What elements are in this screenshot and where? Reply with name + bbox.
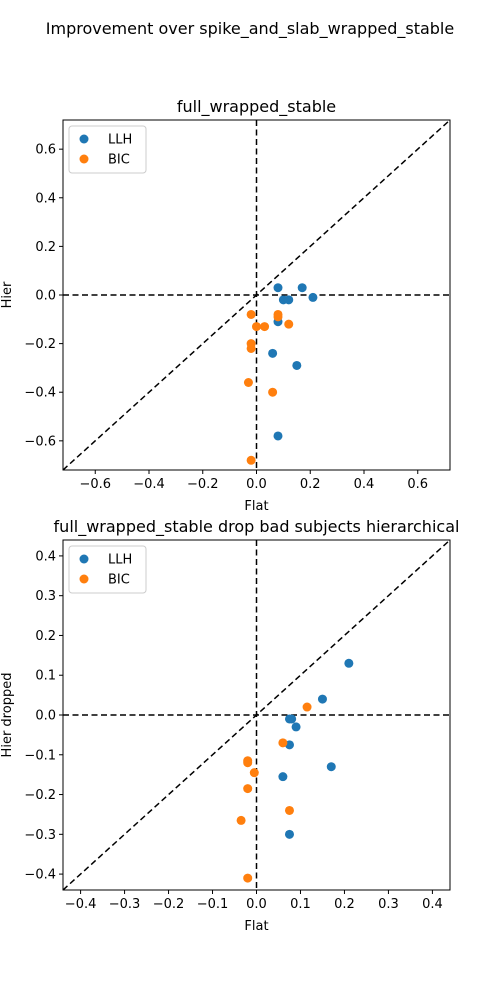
legend-marker-llh — [79, 554, 89, 564]
data-point-llh — [273, 431, 283, 441]
data-point-bic — [236, 815, 246, 825]
data-point-llh — [278, 772, 288, 782]
y-tick-label: 0.4 — [35, 549, 56, 564]
y-axis-label: Hier — [0, 281, 15, 308]
data-point-bic — [284, 805, 294, 815]
legend-marker-bic — [79, 574, 89, 584]
legend-label-bic: BIC — [108, 573, 130, 588]
data-point-llh — [291, 722, 301, 732]
x-tick-label: 0.1 — [290, 897, 311, 912]
data-point-bic — [246, 343, 256, 353]
y-tick-label: −0.4 — [24, 868, 56, 883]
y-tick-label: 0.6 — [35, 143, 56, 158]
scatter-panel-full-wrapped-stable: full_wrapped_stable −0.6 −0.4 −0.2 0.0 0.2 0.4… — [0, 97, 451, 514]
data-point-llh — [308, 292, 318, 302]
y-tick-label: 0.0 — [35, 709, 56, 724]
panel-title: full_wrapped_stable drop bad subjects hi… — [54, 517, 460, 537]
legend-marker-llh — [79, 134, 89, 144]
legend-label-bic: BIC — [108, 153, 130, 168]
data-point-bic — [246, 455, 256, 465]
figure-suptitle: Improvement over spike_and_slab_wrapped_… — [46, 19, 454, 39]
y-tick-label: −0.2 — [24, 337, 56, 352]
data-point-bic — [268, 387, 278, 397]
x-tick-label: 0.4 — [422, 897, 443, 912]
data-point-llh — [344, 658, 354, 668]
data-point-bic — [252, 322, 261, 332]
x-tick-label: −0.2 — [187, 477, 219, 492]
x-tick-label: 0.2 — [300, 477, 321, 492]
y-tick-label: −0.6 — [24, 434, 56, 449]
y-tick-label: −0.2 — [24, 788, 56, 803]
data-point-llh — [317, 694, 327, 704]
data-point-llh — [273, 283, 283, 293]
data-point-bic — [260, 322, 270, 332]
data-point-llh — [284, 295, 294, 305]
x-tick-label: 0.3 — [378, 897, 399, 912]
x-tick-label: 0.2 — [334, 897, 355, 912]
data-point-bic — [243, 873, 253, 883]
data-point-bic — [243, 784, 253, 794]
data-point-bic — [246, 309, 256, 319]
data-point-llh — [284, 829, 294, 839]
legend-label-llh: LLH — [108, 553, 132, 568]
data-point-bic — [243, 758, 253, 768]
x-tick-label: −0.3 — [109, 897, 141, 912]
data-point-bic — [249, 768, 259, 778]
panel-title: full_wrapped_stable — [177, 97, 336, 117]
y-tick-label: 0.3 — [35, 589, 56, 604]
data-point-llh — [292, 360, 302, 370]
x-tick-label: −0.4 — [133, 477, 165, 492]
data-point-bic — [278, 738, 288, 748]
data-point-bic — [243, 378, 253, 387]
data-point-llh — [268, 348, 278, 358]
x-tick-label: −0.6 — [79, 477, 111, 492]
data-point-bic — [273, 309, 283, 319]
y-tick-label: 0.1 — [35, 669, 56, 684]
data-point-llh — [326, 762, 336, 772]
y-tick-label: 0.0 — [35, 289, 56, 304]
data-point-llh — [297, 283, 307, 293]
x-tick-label: −0.4 — [65, 897, 97, 912]
x-tick-label: 0.4 — [354, 477, 375, 492]
x-tick-label: 0.0 — [246, 897, 267, 912]
data-point-llh — [284, 714, 294, 724]
x-tick-label: −0.1 — [197, 897, 229, 912]
y-tick-label: −0.3 — [24, 828, 56, 843]
data-point-bic — [284, 319, 294, 329]
x-axis-label: Flat — [244, 919, 268, 934]
legend: LLH BIC — [68, 545, 147, 594]
x-tick-label: 0.0 — [246, 477, 267, 492]
data-point-bic — [302, 702, 312, 712]
y-axis-label: Hier dropped — [0, 673, 15, 758]
y-tick-label: 0.2 — [35, 240, 56, 255]
legend: LLH BIC — [68, 125, 147, 174]
x-tick-label: −0.2 — [153, 897, 185, 912]
x-tick-label: 0.6 — [407, 477, 428, 492]
scatter-panel-dropped: full_wrapped_stable drop bad subjects hi… — [0, 517, 459, 934]
y-tick-label: 0.4 — [35, 191, 56, 206]
y-tick-label: −0.1 — [24, 748, 56, 763]
y-tick-label: 0.2 — [35, 629, 56, 644]
x-axis-label: Flat — [244, 499, 268, 514]
legend-marker-bic — [79, 154, 89, 164]
legend-label-llh: LLH — [108, 133, 132, 148]
y-tick-label: −0.4 — [24, 386, 56, 401]
